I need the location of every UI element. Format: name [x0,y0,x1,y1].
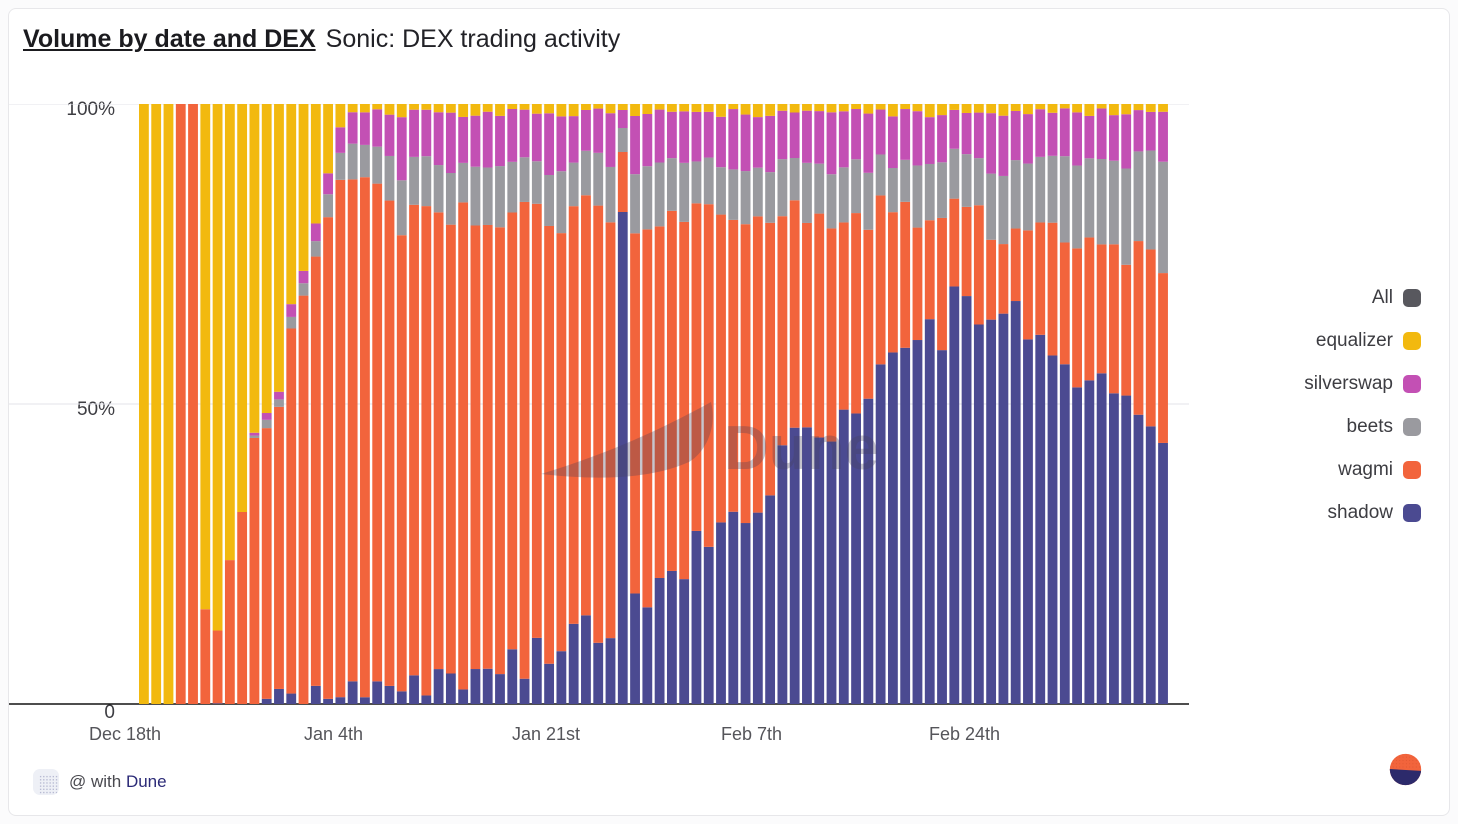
svg-text:Dune: Dune [724,414,879,483]
